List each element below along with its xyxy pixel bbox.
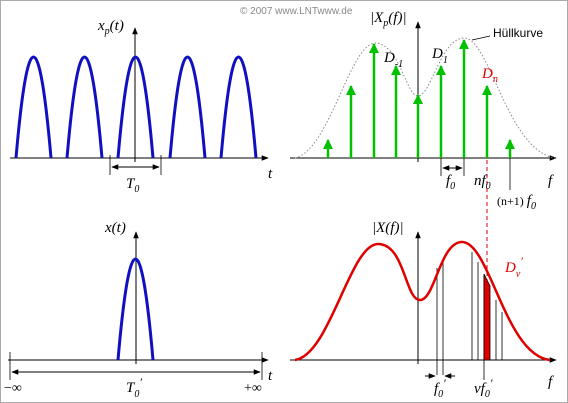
single-spectrum: |X(f)| Dν′ f0′ νf0′ f [290, 220, 557, 400]
period-label: T0 [126, 176, 139, 195]
single-time: x(t) t −∞ +∞ T0′ [4, 220, 273, 400]
copyright: © 2007 www.LNTwww.de [240, 6, 353, 17]
coeff-label: Dν′ [504, 254, 523, 280]
x-label: t [268, 368, 273, 384]
coeff-label: D-1 [383, 50, 403, 70]
x-label: f [548, 374, 554, 390]
periodic-spectrum: |Xp(f)| Hüllkurve D-1 D1 Dn f0 nf0 (n+1)… [290, 10, 557, 285]
coeff-label: D1 [431, 46, 448, 66]
x-label: f [548, 173, 554, 189]
line-label: (n+1) f0 [497, 193, 536, 212]
spacing-label: f0 [446, 173, 455, 192]
periodic-time: xp(t) t T0 [10, 18, 273, 195]
envelope-label: Hüllkurve [493, 26, 543, 40]
coeff-label: Dn [481, 66, 498, 85]
period-label: T0′ [126, 375, 142, 400]
line-label: nf0 [474, 173, 491, 192]
y-label: x(t) [104, 220, 126, 236]
left-limit: −∞ [4, 381, 22, 396]
right-limit: +∞ [244, 381, 262, 396]
y-label: xp(t) [97, 18, 124, 37]
line-label: νf0′ [474, 376, 493, 400]
y-label: |Xp(f)| [370, 10, 407, 29]
spacing-label: f0′ [434, 376, 446, 400]
y-label: |X(f)| [372, 220, 404, 236]
x-label: t [268, 166, 273, 182]
